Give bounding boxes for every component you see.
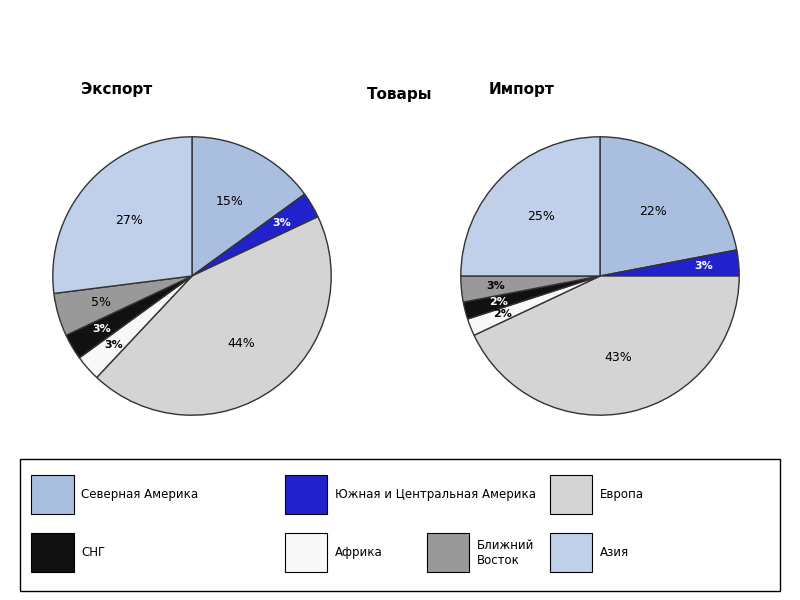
Bar	[285, 475, 327, 514]
Wedge shape	[474, 276, 739, 415]
Text: 25%: 25%	[527, 211, 555, 223]
Text: 3%: 3%	[104, 340, 123, 350]
Text: Доли регионов мира в мировой торговле товарами, %.: Доли регионов мира в мировой торговле то…	[24, 34, 603, 53]
Text: Северная Америка: Северная Америка	[82, 488, 198, 501]
Text: Товары: Товары	[367, 87, 433, 102]
Text: Экспорт: Экспорт	[81, 82, 152, 97]
Text: Европа: Европа	[600, 488, 644, 501]
Text: Африка: Африка	[334, 546, 382, 559]
Text: 3%: 3%	[93, 324, 111, 334]
Text: 43%: 43%	[604, 351, 632, 364]
Wedge shape	[192, 194, 318, 276]
Bar	[285, 533, 327, 572]
Text: 22%: 22%	[639, 205, 667, 218]
Text: Ближний
Восток: Ближний Восток	[477, 539, 534, 566]
Text: Южная и Центральная Америка: Южная и Центральная Америка	[334, 488, 536, 501]
Text: 5%: 5%	[91, 296, 111, 309]
Wedge shape	[461, 137, 600, 276]
Text: 15%: 15%	[216, 195, 244, 208]
Bar	[31, 475, 74, 514]
Text: Импорт: Импорт	[489, 82, 554, 97]
Wedge shape	[53, 137, 192, 293]
Bar	[31, 533, 74, 572]
Bar	[427, 533, 469, 572]
Wedge shape	[54, 276, 192, 335]
Wedge shape	[468, 276, 600, 335]
Wedge shape	[463, 276, 600, 319]
Text: 2%: 2%	[494, 310, 512, 319]
Wedge shape	[192, 137, 305, 276]
Text: 2%: 2%	[490, 297, 508, 307]
Text: Азия: Азия	[600, 546, 629, 559]
Wedge shape	[79, 276, 192, 377]
Bar	[550, 533, 592, 572]
Text: 3%: 3%	[273, 218, 291, 228]
Text: 44%: 44%	[227, 337, 255, 350]
Wedge shape	[97, 217, 331, 415]
Text: СНГ: СНГ	[82, 546, 106, 559]
Wedge shape	[461, 276, 600, 302]
Text: 3%: 3%	[486, 281, 506, 291]
Bar	[550, 475, 592, 514]
Text: 27%: 27%	[115, 214, 143, 227]
Wedge shape	[600, 250, 739, 276]
Wedge shape	[66, 276, 192, 358]
Wedge shape	[600, 137, 737, 276]
Text: 3%: 3%	[694, 261, 714, 271]
